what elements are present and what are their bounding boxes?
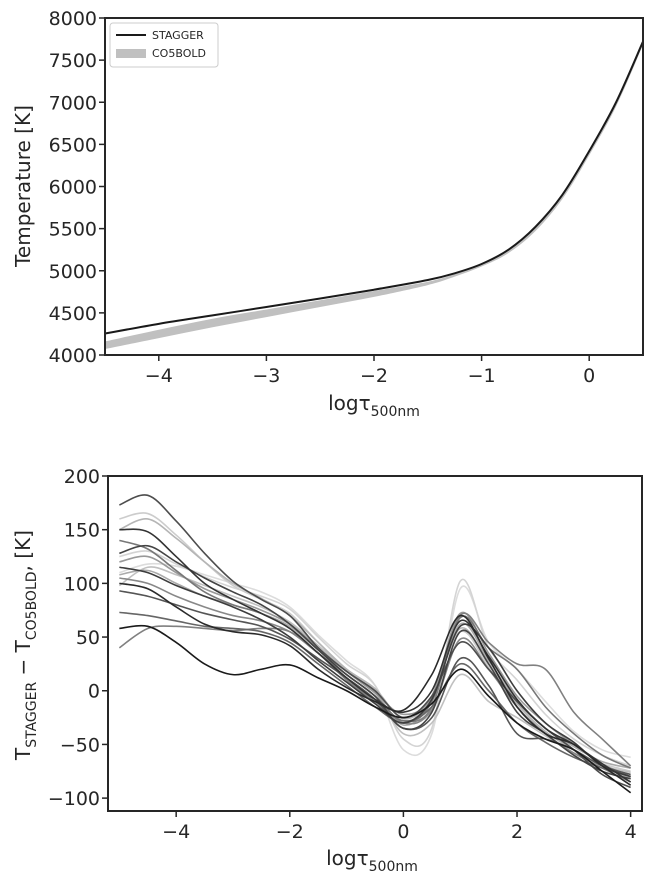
temperature-y-tick-label: 5000	[49, 261, 97, 283]
difference-series-line	[119, 624, 632, 794]
temperature-x-axis-label: logτ500nm	[328, 391, 420, 420]
difference-y-ticks: −100 −50 0 50 100 150 200	[48, 466, 108, 810]
legend: STAGGER CO5BOLD	[109, 22, 219, 68]
difference-x-tick-label: 0	[397, 821, 409, 843]
difference-x-tick-label: −2	[276, 821, 304, 843]
legend-co5bold-label: CO5BOLD	[152, 47, 206, 60]
difference-y-tick-label: 100	[64, 573, 100, 595]
temperature-y-axis-label: Temperature [K]	[11, 105, 35, 268]
temperature-y-tick-label: 6500	[49, 134, 97, 156]
temperature-x-tick-label: −4	[145, 365, 173, 387]
difference-x-tick-label: 4	[625, 821, 637, 843]
temperature-x-tick-label: 0	[583, 365, 595, 387]
difference-y-tick-label: −50	[60, 734, 100, 756]
temperature-y-tick-label: 8000	[49, 8, 97, 30]
temperature-y-tick-label: 6000	[49, 177, 97, 199]
temperature-x-tick-label: −1	[468, 365, 496, 387]
temperature-x-tick-label: −3	[252, 365, 280, 387]
temperature-y-ticks: 4000 4500 5000 5500 6000 6500 7000 7500 8000	[49, 8, 105, 367]
temperature-y-tick-label: 7500	[49, 50, 97, 72]
difference-chart: −4 −2 0 2 4 −100 −50 0 50 100 150 200 logτ500nm TS…	[11, 466, 643, 872]
legend-stagger-label: STAGGER	[152, 29, 204, 42]
difference-series-line	[119, 582, 632, 786]
difference-y-tick-label: 0	[88, 681, 100, 703]
temperature-x-ticks: −4 −3 −2 −1 0	[145, 355, 595, 387]
temperature-plot-area	[105, 18, 643, 355]
difference-y-tick-label: 200	[64, 466, 100, 488]
temperature-y-tick-label: 4500	[49, 303, 97, 325]
difference-plot-frame	[107, 475, 643, 812]
difference-y-tick-label: 50	[76, 627, 100, 649]
difference-y-tick-label: −100	[48, 788, 100, 810]
temperature-chart: −4 −3 −2 −1 0 4000 4500 5000 5500 6000 6500 7000 75…	[11, 8, 644, 420]
difference-series-line	[119, 528, 632, 783]
legend-co5bold-swatch	[116, 49, 146, 58]
stagger-line	[104, 41, 644, 335]
difference-plot-area	[108, 476, 642, 811]
difference-series-line	[119, 566, 631, 778]
difference-x-axis-label: logτ500nm	[326, 846, 418, 872]
temperature-y-tick-label: 5500	[49, 219, 97, 241]
temperature-y-tick-label: 4000	[49, 345, 97, 367]
difference-x-ticks: −4 −2 0 2 4	[162, 811, 637, 843]
difference-y-axis-label: TSTAGGER − TCO5BOLD, [K]	[11, 530, 40, 761]
temperature-y-tick-label: 7000	[49, 92, 97, 114]
difference-y-tick-label: 150	[64, 520, 100, 542]
difference-series-line	[119, 518, 631, 780]
difference-x-tick-label: 2	[511, 821, 523, 843]
temperature-x-tick-label: −2	[360, 365, 388, 387]
stagger-line-group	[104, 41, 644, 335]
difference-x-tick-label: −4	[162, 821, 190, 843]
difference-line-group	[118, 494, 632, 794]
